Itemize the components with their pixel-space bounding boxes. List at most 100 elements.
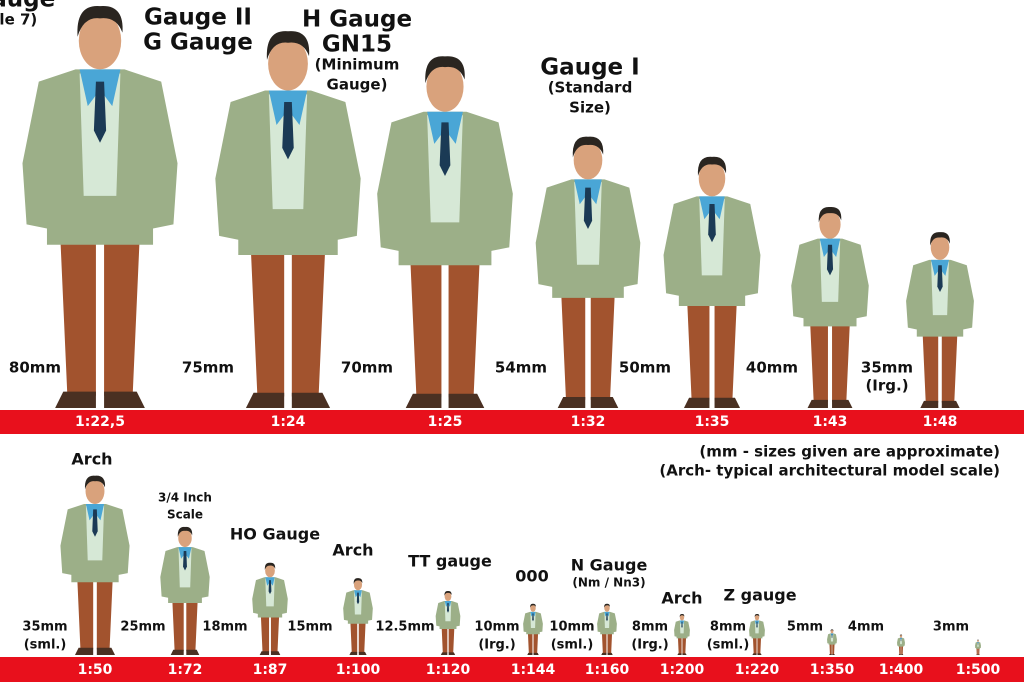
scale-label: 1:220 xyxy=(735,662,780,678)
size-label: 40mm xyxy=(746,359,798,377)
tie xyxy=(532,613,534,622)
gauge-title: G Gauge xyxy=(143,30,253,56)
legs xyxy=(172,592,198,652)
figure xyxy=(674,614,690,655)
gauge-subtitle: 3/4 Inch xyxy=(158,491,212,505)
head xyxy=(85,478,105,504)
scale-label: 1:350 xyxy=(810,662,855,678)
gauge-subtitle: Size) xyxy=(569,99,611,117)
shoes xyxy=(829,653,835,655)
hair xyxy=(530,603,536,608)
hair xyxy=(604,603,610,608)
shoes xyxy=(683,397,741,408)
figure xyxy=(663,156,761,408)
size-label: 8mm xyxy=(632,620,668,635)
size-label: 12.5mm xyxy=(375,620,434,635)
legs xyxy=(976,647,980,655)
legs xyxy=(249,224,327,397)
scale-label: 1:120 xyxy=(426,662,471,678)
size-label: (sml.) xyxy=(24,638,67,653)
head xyxy=(899,634,903,638)
scale-label: 1:400 xyxy=(879,662,924,678)
gauge-title: H Gauge xyxy=(302,7,412,33)
figure xyxy=(827,629,837,655)
size-label: 3mm xyxy=(933,620,969,635)
gauge-title: TT gauge xyxy=(408,552,492,571)
gauge-subtitle: (Standard xyxy=(548,79,633,97)
shoes xyxy=(527,652,539,655)
scale-label: 1:24 xyxy=(271,414,306,430)
scale-bar-top xyxy=(0,410,1024,434)
size-label: 75mm xyxy=(182,359,234,377)
head xyxy=(573,140,603,180)
hair xyxy=(818,206,842,223)
legs xyxy=(350,617,366,653)
legs xyxy=(527,630,539,654)
gauge-subtitle: Scale xyxy=(167,508,203,522)
figure xyxy=(791,206,869,408)
hair xyxy=(264,562,276,570)
legs xyxy=(829,642,835,655)
shoes xyxy=(601,652,613,655)
size-label: (sml.) xyxy=(707,638,750,653)
head xyxy=(698,160,726,197)
hair xyxy=(266,31,310,60)
gauge-title: Arch xyxy=(332,541,373,560)
figure xyxy=(343,578,373,655)
hair xyxy=(84,475,106,490)
tie xyxy=(826,244,834,276)
figure xyxy=(215,31,361,408)
gauge-title: O Gauge xyxy=(0,0,55,13)
legs xyxy=(260,610,280,653)
scale-label: 1:43 xyxy=(813,414,848,430)
scale-label: 1:48 xyxy=(923,414,958,430)
gauge-title: 000 xyxy=(515,567,548,586)
shoes xyxy=(440,652,456,655)
shoes xyxy=(74,647,116,655)
figure xyxy=(377,56,513,408)
size-label: 80mm xyxy=(9,359,61,377)
size-label: 25mm xyxy=(120,620,165,635)
size-label: 70mm xyxy=(341,359,393,377)
head xyxy=(268,36,308,91)
tie xyxy=(92,509,98,537)
shoes xyxy=(976,654,980,655)
legs xyxy=(898,645,904,655)
tie xyxy=(606,613,608,622)
scale-bar-bottom xyxy=(0,657,1024,682)
hair xyxy=(177,526,193,537)
head xyxy=(353,579,363,591)
head xyxy=(78,12,122,70)
shoes xyxy=(920,400,960,408)
hair xyxy=(572,136,604,158)
shoes xyxy=(405,393,485,408)
hair xyxy=(353,578,363,585)
hair xyxy=(697,156,727,176)
head xyxy=(426,61,464,112)
head xyxy=(679,614,685,621)
figure xyxy=(160,526,210,655)
hair xyxy=(77,5,123,37)
scale-label: 1:50 xyxy=(78,662,113,678)
gauge-subtitle: (Minimum xyxy=(315,56,400,74)
head xyxy=(977,639,979,643)
legs xyxy=(441,623,455,654)
figure xyxy=(597,603,617,655)
figure xyxy=(22,5,178,408)
head xyxy=(604,604,610,612)
hair xyxy=(754,614,760,618)
figure xyxy=(535,136,641,408)
gauge-title: Z gauge xyxy=(723,586,796,605)
shoes xyxy=(557,396,619,408)
scale-label: 1:32 xyxy=(571,414,606,430)
hair xyxy=(899,634,903,637)
legs xyxy=(686,285,738,401)
scale-label: 1:500 xyxy=(956,662,1001,678)
tie xyxy=(831,634,833,639)
hair xyxy=(930,232,950,246)
tie xyxy=(583,187,593,229)
head xyxy=(265,564,275,578)
size-label: 54mm xyxy=(495,359,547,377)
head xyxy=(754,614,760,621)
shoes xyxy=(245,392,331,408)
